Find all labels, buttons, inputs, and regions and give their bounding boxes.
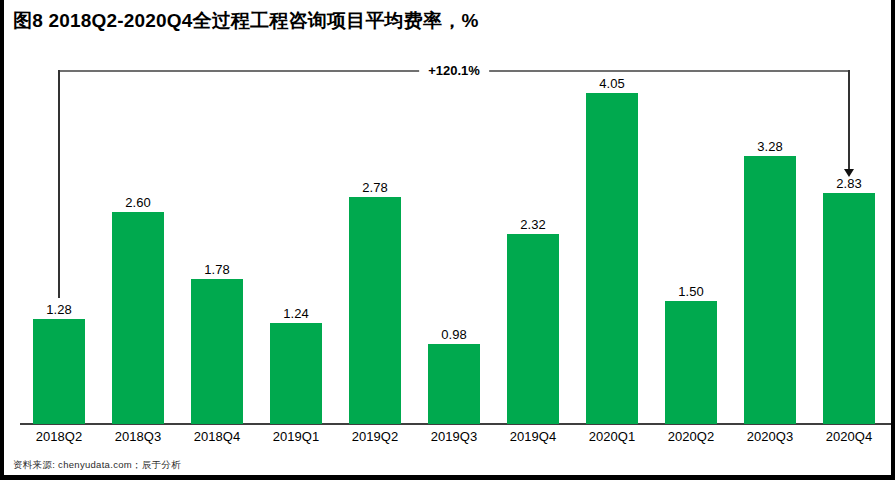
bar-chart: +120.1% 1.28 2018Q2 2.60 2018Q3 1.78 2018Q4 1.… — [0, 0, 895, 480]
bar-value-label: 2.83 — [810, 177, 888, 191]
bar-value-label: 1.78 — [178, 263, 256, 277]
bar-value-label: 3.28 — [731, 140, 809, 154]
x-axis-label: 2019Q2 — [336, 429, 414, 444]
bar-value-label: 1.50 — [652, 285, 730, 299]
bar-value-label: 1.24 — [257, 307, 335, 321]
bar-2018Q4 — [191, 279, 243, 424]
bar-2019Q3 — [428, 344, 480, 424]
x-axis-label: 2018Q2 — [20, 429, 98, 444]
bar-2019Q4 — [507, 234, 559, 424]
x-axis-label: 2020Q1 — [573, 429, 651, 444]
bar-2020Q3 — [744, 156, 796, 424]
x-axis-label: 2018Q4 — [178, 429, 256, 444]
x-axis-label: 2019Q1 — [257, 429, 335, 444]
bar-value-label: 2.32 — [494, 218, 572, 232]
bar-value-label: 1.28 — [20, 303, 98, 317]
x-axis-label: 2019Q4 — [494, 429, 572, 444]
bar-2019Q2 — [349, 197, 401, 424]
bar-value-label: 2.60 — [99, 196, 177, 210]
x-axis-label: 2018Q3 — [99, 429, 177, 444]
bar-value-label: 2.78 — [336, 181, 414, 195]
x-axis-label: 2020Q2 — [652, 429, 730, 444]
source-note: 资料来源: chenyudata.com；辰于分析 — [13, 459, 181, 472]
x-axis-label: 2020Q3 — [731, 429, 809, 444]
bar-value-label: 4.05 — [573, 77, 651, 91]
bar-2020Q4 — [823, 193, 875, 424]
x-axis-label: 2020Q4 — [810, 429, 888, 444]
bar-2018Q3 — [112, 212, 164, 424]
bar-2018Q2 — [33, 319, 85, 424]
x-axis-label: 2019Q3 — [415, 429, 493, 444]
bar-2020Q2 — [665, 301, 717, 424]
growth-bracket-left-line — [58, 70, 60, 298]
growth-annotation: +120.1% — [419, 63, 489, 78]
bar-2019Q1 — [270, 323, 322, 424]
bar-value-label: 0.98 — [415, 328, 493, 342]
bar-2020Q1 — [586, 93, 638, 424]
growth-bracket-right-line — [848, 70, 850, 171]
chart-canvas: 图8 2018Q2-2020Q4全过程工程咨询项目平均费率，% +120.1% … — [0, 0, 895, 480]
